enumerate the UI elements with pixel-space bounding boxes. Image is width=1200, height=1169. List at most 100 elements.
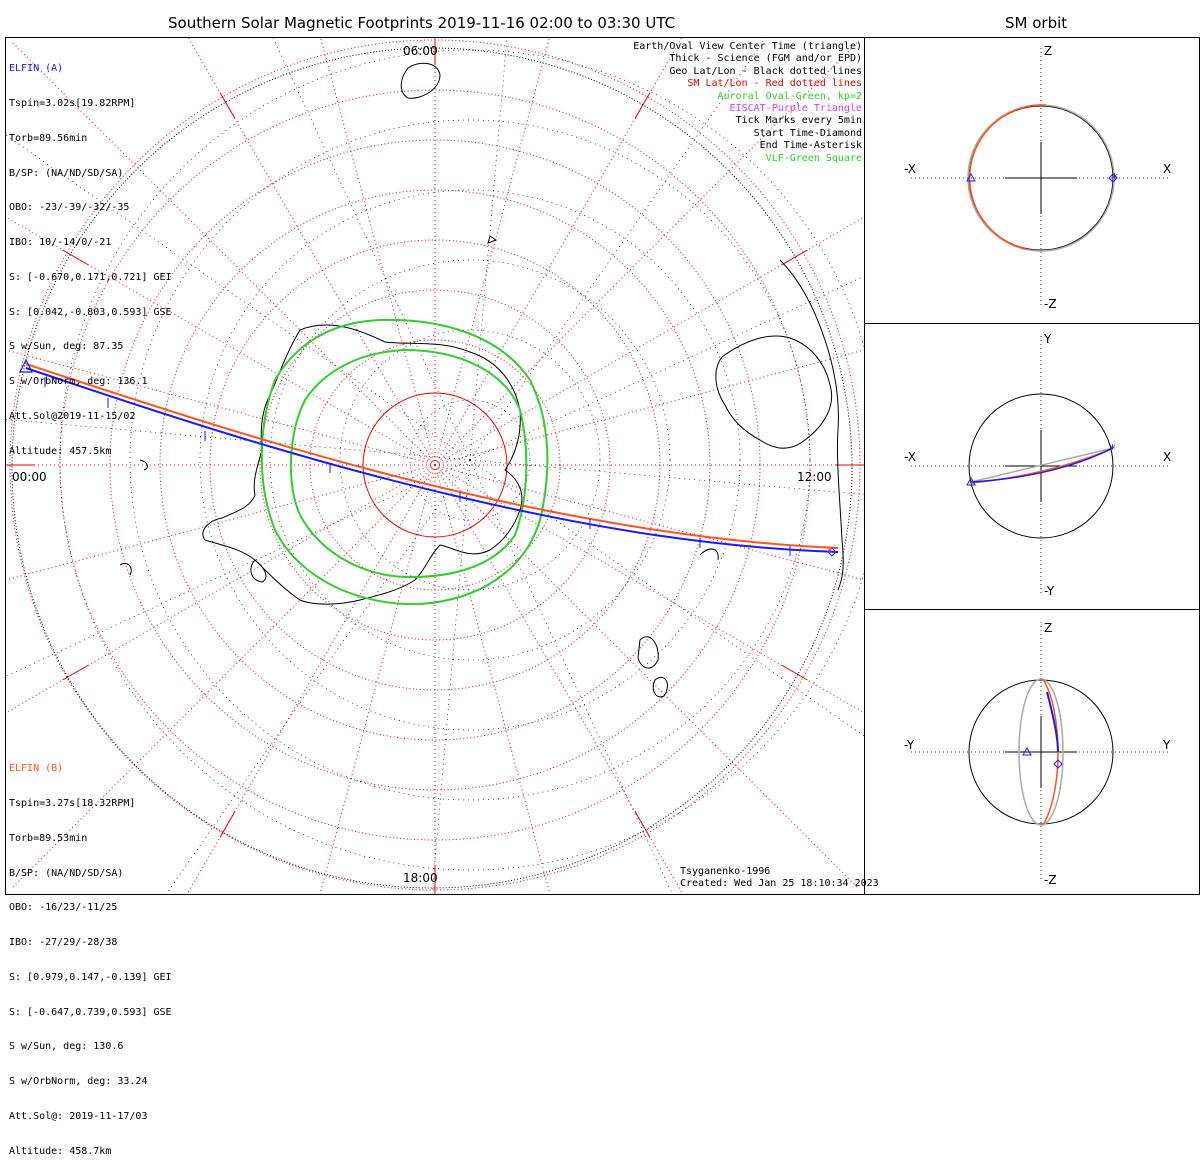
sm-tick (219, 811, 236, 838)
panel1-triangle (966, 172, 976, 182)
elfin-b-line: Torb=89.53min (9, 832, 88, 844)
orbit-panel (911, 48, 1171, 308)
elfin-a-line: OBO: -23/-39/-32/-35 (9, 202, 130, 214)
sm-lon-line (187, 38, 436, 466)
geo-lon-line (469, 38, 766, 461)
elfin-b-line: Tspin=3.27s[18.32RPM] (9, 797, 136, 809)
elfin-a-line: S w/Sun, deg: 87.35 (9, 341, 124, 353)
geo-lat-circle (409, 399, 531, 521)
sm-lat-circle (159, 189, 711, 741)
sm-lon-line (434, 464, 864, 581)
sm-lon-line (434, 38, 550, 466)
sm-lon-line (10, 464, 436, 890)
sm-tick (219, 92, 236, 119)
orbit-title: SM orbit (1005, 14, 1068, 32)
panel2-triangle (966, 476, 976, 486)
mlt-label-bottom: 18:00 (403, 871, 438, 885)
created-label: Created: Wed Jan 25 18:10:34 2023 (680, 878, 879, 889)
geo-lon-line (165, 459, 471, 894)
panel3-diamond (1053, 759, 1063, 769)
elfin-b-line: IBO: -27/29/-28/38 (9, 937, 118, 949)
sm-lon-line (320, 38, 436, 466)
elfin-a-line: Tspin=3.02s[19.82RPM] (9, 97, 136, 109)
geo-lon-line (431, 459, 471, 894)
sm-lon-line (434, 38, 683, 466)
sm-tick (62, 249, 89, 266)
panel2-orbit-gray (970, 447, 1114, 483)
elfin-b-line: S w/Sun, deg: 130.6 (9, 1041, 124, 1053)
panel2-right: X (1163, 450, 1172, 464)
panel3-down: -Z (1044, 873, 1057, 887)
elfin-b-line: S: [0.979,0.147,-0.139] GEI (9, 971, 172, 983)
sm-lon-line (6, 349, 436, 466)
polar-map: * (6, 38, 864, 894)
panel2-up: Y (1044, 332, 1052, 346)
panel1-orbit-b (968, 104, 1047, 250)
sm-tick (781, 249, 808, 266)
panel1-left: -X (904, 162, 916, 176)
legend-entry: SM Lat/Lon - Red dotted lines (687, 78, 862, 90)
panel3-right: Y (1163, 738, 1171, 752)
sm-lon-line (10, 40, 436, 466)
satellite-tracks: * (19, 358, 839, 559)
earth-circle (968, 679, 1114, 825)
geo-lat-circle (339, 329, 601, 591)
elfin-a-line: S w/OrbNorm, deg: 136.1 (9, 376, 148, 388)
elfin-b-line: OBO: -16/23/-11/25 (9, 902, 118, 914)
geo-lon-line (6, 459, 471, 677)
page-title: Southern Solar Magnetic Footprints 2019-… (168, 14, 676, 32)
sm-lon-line (6, 216, 436, 466)
legend-entry: EISCAT-Purple Triangle (729, 103, 862, 115)
model-label: Tsyganenko-1996 (680, 866, 771, 877)
geo-grid (6, 38, 864, 894)
elfin-a-info: ELFIN (A) Tspin=3.02s[19.82RPM] Torb=89.… (9, 40, 172, 469)
coastlines (119, 62, 844, 698)
panel1-up: Z (1044, 44, 1053, 58)
sm-lon-line (319, 464, 436, 894)
panel3-up: Z (1044, 621, 1053, 635)
geo-lat-circle (269, 259, 671, 661)
auroral-ovals (260, 318, 549, 606)
sm-lon-line (434, 349, 864, 466)
start-diamond (827, 547, 837, 557)
sm-lon-line (186, 464, 436, 894)
elfin-b-label: ELFIN (B) (9, 763, 64, 775)
geo-lon-line (469, 459, 673, 894)
legend-entry: VLF-Green Square (765, 152, 862, 164)
elfin-b-line: B/SP: (NA/ND/SD/SA) (9, 867, 124, 879)
sm-tick (634, 811, 651, 838)
sm-lon-line (434, 464, 684, 894)
elfin-a-line: IBO: 10/-14/0/-21 (9, 237, 112, 249)
earth-circle (968, 393, 1114, 539)
legend-entry: End Time-Asterisk (759, 140, 862, 152)
panel2-left: -X (904, 450, 916, 464)
start-triangle (19, 358, 33, 373)
panel1-right: X (1163, 162, 1172, 176)
legend-entry: Tick Marks every 5min (735, 115, 862, 127)
elfin-a-line: Altitude: 457.5km (9, 445, 112, 457)
orbit-panel (911, 622, 1171, 882)
elfin-b-track (25, 363, 839, 549)
panel2-orbit-a (970, 447, 1114, 483)
panel3-orbit-gray (1018, 678, 1064, 826)
geo-lat-circle (199, 189, 741, 731)
sm-lon-line (6, 464, 436, 714)
geo-lon-line (469, 459, 864, 737)
panel3-orbit-a (1046, 691, 1059, 753)
panel2-asterisk: * (1109, 442, 1116, 456)
elfin-a-line: Torb=89.56min (9, 132, 88, 144)
elfin-b-info: ELFIN (B) Tspin=3.27s[18.32RPM] Torb=89.… (9, 740, 172, 1169)
panel1-down: -Z (1044, 297, 1057, 311)
geo-lon-line (6, 419, 471, 461)
panel3-triangle (1022, 746, 1032, 756)
legend-entry: Auroral Oval-Green, kp=2 (717, 90, 863, 102)
elfin-a-line: Att.Sol@2019-11-15/02 (9, 411, 136, 422)
mlt-label-left: 00:00 (12, 470, 47, 484)
sm-lon-line (434, 464, 551, 894)
legend-entry: Start Time-Diamond (753, 127, 862, 139)
legend-entry: Earth/Oval View Center Time (triangle) (633, 41, 862, 52)
main-figure: * * * (5, 37, 1200, 895)
mlt-label-top: 06:00 (403, 44, 438, 58)
panel1-asterisk: * (1111, 171, 1118, 185)
legend-entry: Thick - Science (FGM and/or EPD) (669, 53, 862, 65)
